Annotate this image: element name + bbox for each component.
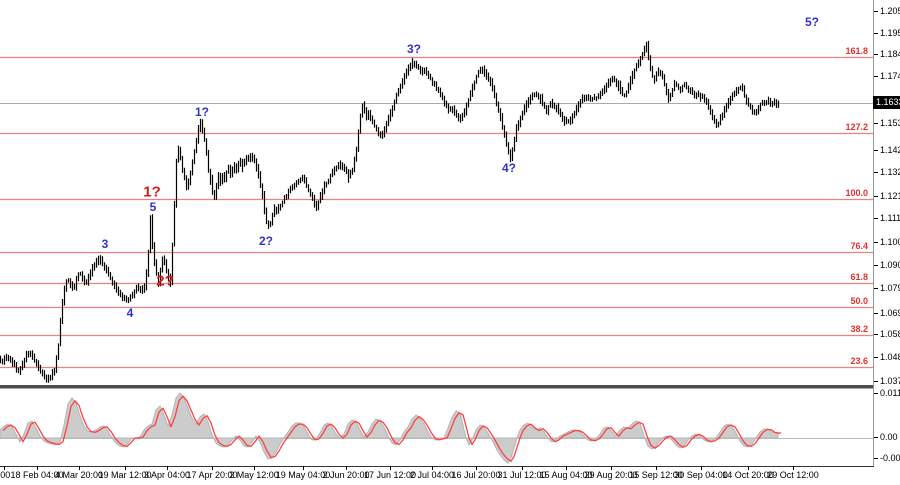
oscillator-area (0, 392, 779, 464)
panel-divider (0, 385, 874, 389)
price-series-bars (0, 40, 780, 383)
current-price-value: 1.1633 (876, 97, 900, 107)
current-price-box: 1.1633 (873, 96, 900, 109)
oscillator-signal-line (2, 395, 782, 462)
